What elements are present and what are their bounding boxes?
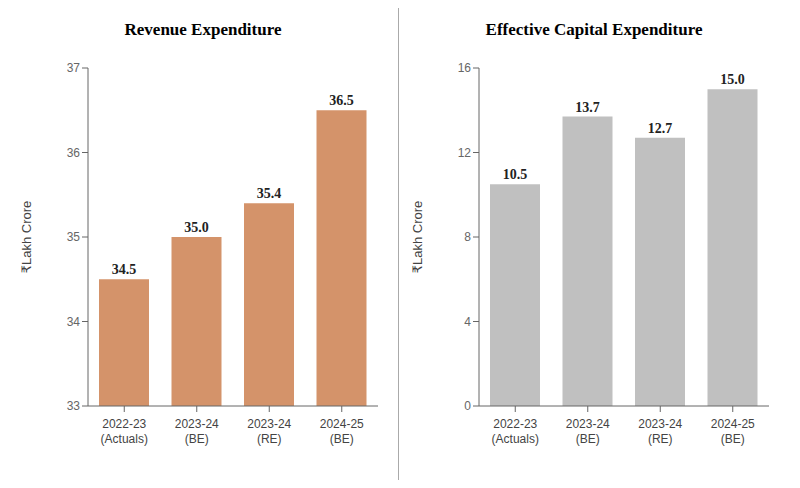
svg-text:36.5: 36.5	[329, 93, 354, 108]
svg-text:34.5: 34.5	[112, 262, 137, 277]
svg-text:15.0: 15.0	[720, 72, 745, 87]
svg-text:0: 0	[464, 399, 471, 413]
html-text:Effective Capital Expenditure: Effective Capital Expenditure	[485, 20, 703, 39]
svg-text:35.4: 35.4	[257, 186, 282, 201]
svg-text:2022-23(Actuals): 2022-23(Actuals)	[101, 417, 148, 446]
svg-text:35.0: 35.0	[184, 220, 209, 235]
svg-text:2024-25(BE): 2024-25(BE)	[320, 417, 364, 446]
svg-text:₹Lakh Crore: ₹Lakh Crore	[410, 201, 425, 274]
svg-text:12.7: 12.7	[648, 121, 673, 136]
svg-text:34: 34	[67, 315, 81, 329]
svg-text:4: 4	[464, 315, 471, 329]
svg-text:2023-24(RE): 2023-24(RE)	[247, 417, 291, 446]
svg-text:2024-25(BE): 2024-25(BE)	[711, 417, 755, 446]
svg-text:2022-23(Actuals): 2022-23(Actuals)	[492, 417, 539, 446]
svg-text:13.7: 13.7	[575, 100, 600, 115]
svg-text:10.5: 10.5	[503, 167, 528, 182]
svg-text:₹Lakh Crore: ₹Lakh Crore	[19, 201, 34, 274]
svg-text:16: 16	[458, 61, 472, 75]
svg-text:8: 8	[464, 230, 471, 244]
svg-text:37: 37	[67, 61, 81, 75]
html-text:Revenue Expenditure: Revenue Expenditure	[124, 20, 282, 39]
svg-text:36: 36	[67, 146, 81, 160]
svg-text:2023-24(BE): 2023-24(BE)	[566, 417, 610, 446]
svg-text:2023-24(BE): 2023-24(BE)	[175, 417, 219, 446]
svg-text:33: 33	[67, 399, 81, 413]
svg-text:12: 12	[458, 146, 472, 160]
svg-text:2023-24(RE): 2023-24(RE)	[638, 417, 682, 446]
svg-text:35: 35	[67, 230, 81, 244]
